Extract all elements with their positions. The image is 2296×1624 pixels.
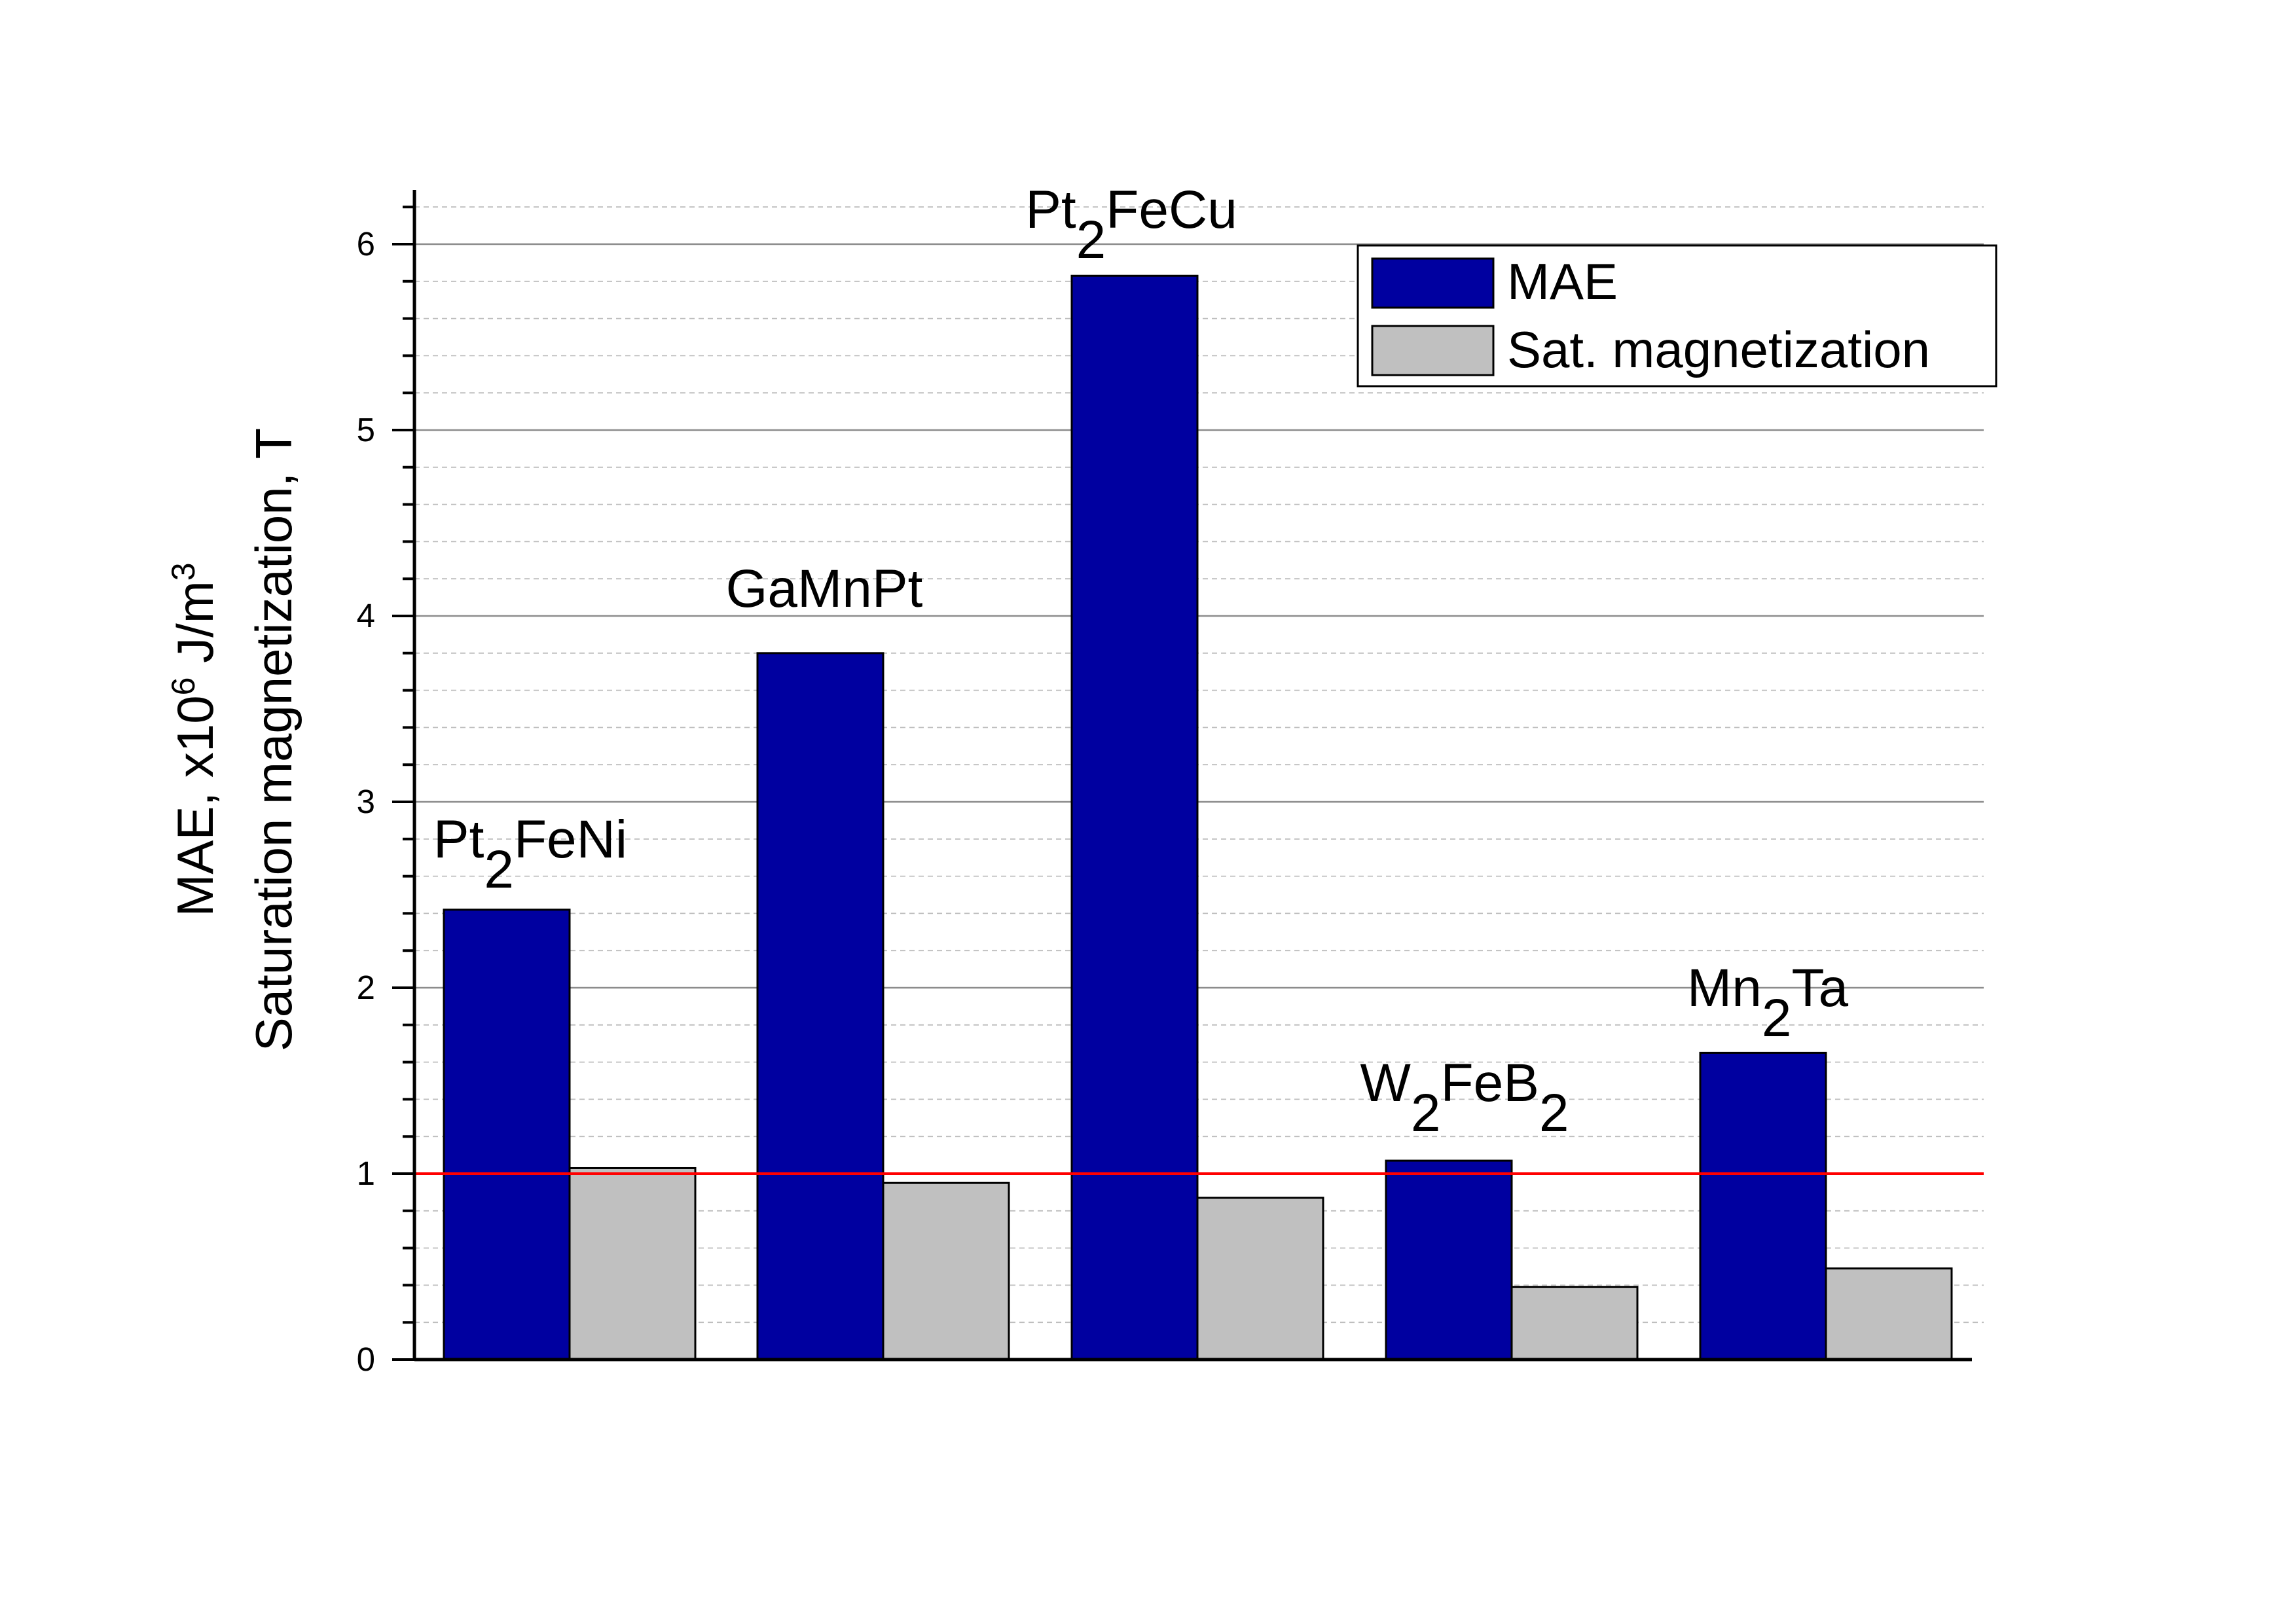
y-axis xyxy=(392,190,1972,1362)
bar-mae-2 xyxy=(1070,274,1199,1361)
bar-layer xyxy=(443,274,1953,1361)
legend-label-sat-magnetization: Sat. magnetization xyxy=(1507,321,1930,378)
legend-label-mae: MAE xyxy=(1507,253,1618,310)
legend: MAE Sat. magnetization xyxy=(1357,244,1997,388)
bar-mae-3 xyxy=(1385,1159,1513,1361)
bar-sat-magnetization-3 xyxy=(1510,1286,1639,1361)
bar-label-4: Mn2Ta xyxy=(1687,958,1849,1048)
y-tick-label: 6 xyxy=(357,225,375,262)
y-tick-label: 5 xyxy=(357,411,375,448)
legend-swatch-mae xyxy=(1371,257,1495,309)
bar-labels: Pt2FeNi GaMnPt Pt2FeCu W2FeB2 Mn2Ta xyxy=(433,180,1849,1143)
bar-sat-magnetization-0 xyxy=(568,1166,697,1361)
bar-sat-magnetization-2 xyxy=(1196,1197,1324,1361)
y-tick-label: 4 xyxy=(357,597,375,634)
y-tick-label: 1 xyxy=(357,1155,375,1192)
bar-label-2: Pt2FeCu xyxy=(1025,180,1237,270)
bar-label-0: Pt2FeNi xyxy=(433,810,627,899)
y-axis-label-saturation: Saturation magnetization, T xyxy=(245,428,302,1051)
grid-layer xyxy=(414,206,1984,1324)
y-tick-label: 2 xyxy=(357,969,375,1006)
bar-label-3: W2FeB2 xyxy=(1360,1053,1569,1143)
bar-mae-4 xyxy=(1699,1051,1827,1361)
bar-sat-magnetization-4 xyxy=(1825,1267,1953,1361)
y-tick-label: 3 xyxy=(357,783,375,820)
y-axis-label-mae: MAE, x106 J/m3 xyxy=(165,562,224,916)
y-tick-label: 0 xyxy=(357,1341,375,1378)
bar-mae-0 xyxy=(443,909,571,1361)
legend-swatch-sat-magnetization xyxy=(1371,325,1495,376)
bar-label-1: GaMnPt xyxy=(726,559,923,619)
bar-mae-1 xyxy=(756,652,884,1361)
bar-sat-magnetization-1 xyxy=(882,1182,1010,1361)
y-tick-labels: 0 1 2 3 4 5 6 xyxy=(357,225,375,1378)
